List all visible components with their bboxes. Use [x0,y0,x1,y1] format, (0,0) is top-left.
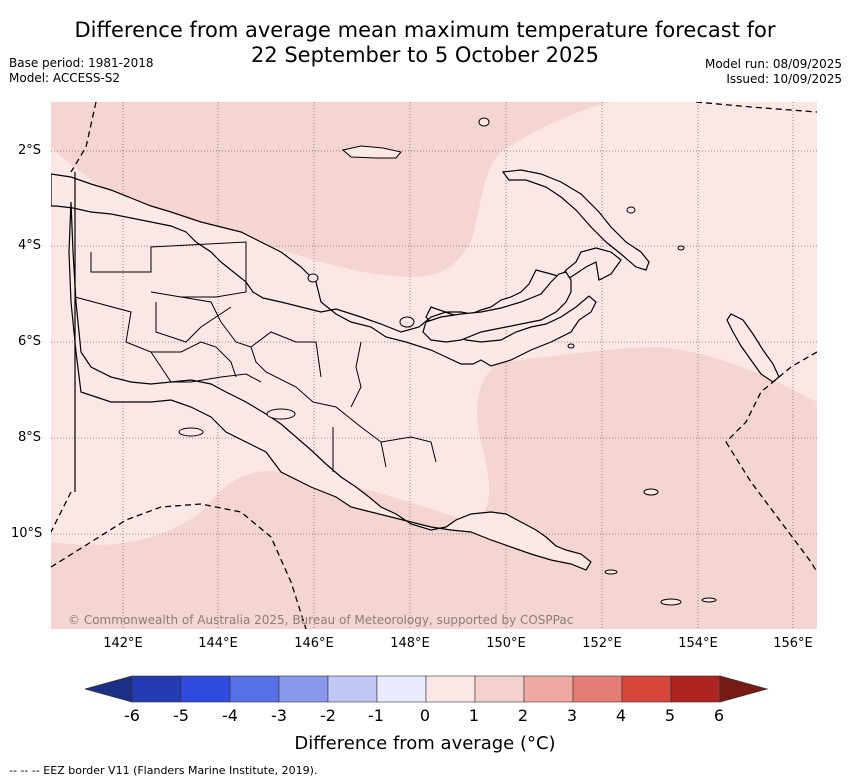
colorbar-tick: -6 [124,706,140,725]
eez-borders [51,102,817,629]
colorbar-above-triangle [719,675,769,703]
province-borders [74,241,437,472]
colorbar-bin [278,675,329,703]
colorbar-tick: -3 [271,706,287,725]
colorbar-bin [621,675,672,703]
graticule [51,102,817,629]
south-coast [68,201,592,571]
colorbar-title: Difference from average (°C) [294,733,556,754]
lon-label-142e: 142°E [103,636,143,651]
colorbar-bin [131,675,182,703]
map-svg [51,102,817,629]
lon-label-148e: 148°E [390,636,430,651]
colorbar-tick: -5 [173,706,189,725]
lon-label-146e: 146°E [294,636,334,651]
lat-label-2s: 2°S [18,143,42,158]
map-title: Difference from average mean maximum tem… [0,18,850,68]
colorbar-tick: -4 [222,706,238,725]
base-period-text: Base period: 1981-2018 [9,56,154,70]
colorbar-below-triangle [85,675,133,703]
lon-label-150e: 150°E [486,636,526,651]
colorbar-bin [180,675,231,703]
lat-label-4s: 4°S [18,238,42,253]
lon-label-154e: 154°E [678,636,718,651]
anomaly-region-north [51,102,611,277]
colorbar-bin [425,675,476,703]
colorbar-tick: 2 [517,706,529,725]
map-title-line2: 22 September to 5 October 2025 [250,43,600,67]
colorbar-tick: 6 [713,706,725,725]
colorbar-tick: 5 [664,706,676,725]
colorbar-tick: -1 [368,706,384,725]
issued-text: Issued: 10/09/2025 [726,72,842,86]
anomaly-region-east [51,347,817,629]
new-britain-island [422,271,572,343]
map-panel[interactable]: © Commonwealth of Australia 2025, Bureau… [51,102,817,629]
lat-label-10s: 10°S [11,526,43,541]
colorbar-tick: 1 [468,706,480,725]
copyright-text: © Commonwealth of Australia 2025, Bureau… [68,613,574,627]
model-run-text: Model run: 08/09/2025 [704,57,842,71]
colorbar-bin [670,675,721,703]
meta-right: Model run: 08/09/2025 Issued: 10/09/2025 [705,57,842,87]
eez-note: -- -- -- EEZ border V11 (Flanders Marine… [9,764,318,777]
model-text: Model: ACCESS-S2 [9,71,121,85]
colorbar-bin [327,675,378,703]
map-title-line1: Difference from average mean maximum tem… [74,18,776,42]
colorbar-tick: -2 [320,706,336,725]
colorbar-bin [572,675,623,703]
colorbar-bin [523,675,574,703]
colorbar-tick: 3 [566,706,578,725]
meta-left: Base period: 1981-2018 Model: ACCESS-S2 [9,56,154,86]
colorbar-bin [376,675,427,703]
manus-island [341,145,402,159]
colorbar-bin [229,675,280,703]
lat-label-6s: 6°S [18,334,42,349]
new-ireland-island [501,169,650,271]
colorbar [85,675,769,703]
small-islands [178,117,717,606]
lon-label-144e: 144°E [198,636,238,651]
lat-label-8s: 8°S [18,430,42,445]
lon-label-156e: 156°E [773,636,813,651]
lon-label-152e: 152°E [582,636,622,651]
colorbar-tick: 0 [419,706,431,725]
colorbar-bin [474,675,525,703]
colorbar-tick: 4 [615,706,627,725]
